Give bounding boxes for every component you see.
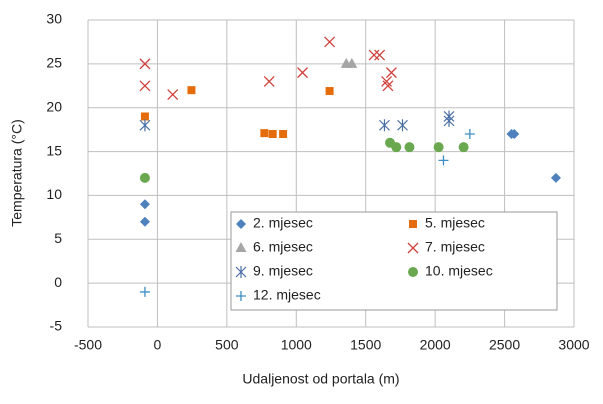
data-point xyxy=(139,119,151,132)
data-point xyxy=(346,57,358,68)
data-point xyxy=(139,216,150,227)
y-tick-label: 5 xyxy=(54,230,62,246)
data-point xyxy=(260,129,269,138)
data-point xyxy=(140,112,149,121)
legend-label: 9. mjesec xyxy=(253,263,313,279)
data-point xyxy=(167,89,179,101)
y-axis-title: Temperatura (°C) xyxy=(9,119,25,227)
data-point xyxy=(458,142,469,153)
legend-marker xyxy=(236,219,246,229)
data-point xyxy=(279,130,288,139)
data-point xyxy=(385,67,397,79)
legend-label: 6. mjesec xyxy=(253,239,313,255)
data-point xyxy=(550,172,561,183)
data-point xyxy=(325,87,334,96)
data-point xyxy=(404,142,415,153)
legend-marker xyxy=(235,242,247,252)
data-point xyxy=(379,119,390,132)
y-tick-label: 25 xyxy=(46,55,62,71)
legend-marker xyxy=(235,266,247,278)
x-tick-label: -500 xyxy=(74,337,102,353)
data-point xyxy=(139,172,150,183)
legend-marker xyxy=(408,267,418,277)
x-tick-label: 3000 xyxy=(558,337,589,353)
legend-label: 10. mjesec xyxy=(425,263,493,279)
data-point xyxy=(139,286,150,297)
data-point xyxy=(374,49,386,61)
data-point xyxy=(139,199,150,210)
data-point xyxy=(509,129,520,140)
data-point xyxy=(297,67,308,79)
legend-label: 5. mjesec xyxy=(425,215,485,231)
y-tick-label: 30 xyxy=(46,11,62,27)
x-tick-label: 2000 xyxy=(420,337,451,353)
data-point xyxy=(391,142,402,153)
y-tick-label: -5 xyxy=(50,318,63,334)
data-point xyxy=(187,86,196,95)
y-tick-label: 0 xyxy=(54,274,62,290)
data-point xyxy=(443,114,455,127)
data-point xyxy=(268,130,277,139)
legend-marker xyxy=(236,291,246,301)
data-point xyxy=(139,58,151,70)
legend-label: 2. mjesec xyxy=(253,215,313,231)
data-point xyxy=(464,129,475,140)
legend-marker xyxy=(409,220,417,228)
x-tick-label: 2500 xyxy=(489,337,520,353)
x-axis-title: Udaljenost od portala (m) xyxy=(242,371,399,387)
y-tick-label: 10 xyxy=(46,186,62,202)
data-point xyxy=(368,49,380,61)
data-point xyxy=(438,155,449,166)
data-point xyxy=(263,75,275,87)
x-tick-label: 500 xyxy=(215,337,239,353)
data-point xyxy=(382,80,394,92)
legend-marker xyxy=(407,242,419,254)
legend-label: 7. mjesec xyxy=(425,239,485,255)
y-tick-label: 15 xyxy=(46,142,62,158)
data-point xyxy=(139,80,151,92)
data-point xyxy=(397,119,408,132)
legend-label: 12. mjesec xyxy=(253,287,321,303)
legend-box xyxy=(230,211,558,311)
data-point xyxy=(324,36,336,48)
x-tick-label: 1000 xyxy=(281,337,312,353)
x-tick-label: 0 xyxy=(154,337,162,353)
data-point xyxy=(433,142,444,153)
x-tick-label: 1500 xyxy=(350,337,381,353)
y-tick-label: 20 xyxy=(46,98,62,114)
